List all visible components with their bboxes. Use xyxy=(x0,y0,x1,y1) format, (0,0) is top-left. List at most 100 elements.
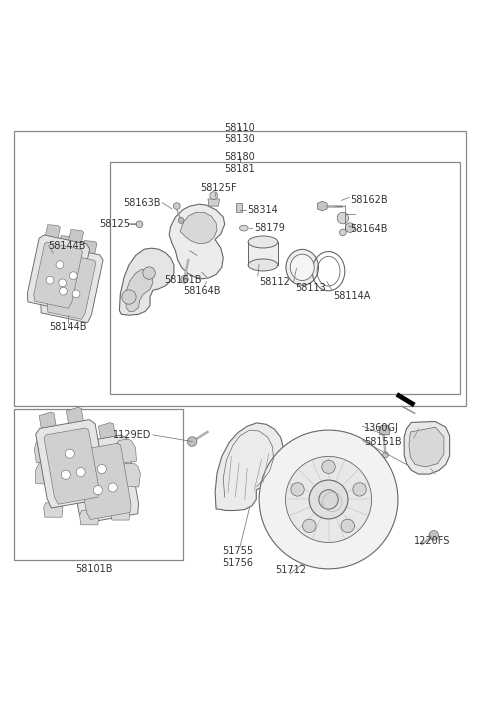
Circle shape xyxy=(322,460,335,474)
Polygon shape xyxy=(69,230,84,243)
Text: 58110
58130: 58110 58130 xyxy=(225,123,255,144)
Circle shape xyxy=(178,218,184,223)
Circle shape xyxy=(303,519,316,532)
Polygon shape xyxy=(36,461,57,485)
Text: 58144B: 58144B xyxy=(48,241,86,251)
Polygon shape xyxy=(409,427,444,467)
Bar xyxy=(14,409,182,560)
Circle shape xyxy=(143,267,156,279)
Text: 1129ED: 1129ED xyxy=(113,430,152,440)
Polygon shape xyxy=(34,242,83,308)
Polygon shape xyxy=(34,438,55,462)
Text: 58112: 58112 xyxy=(259,277,290,287)
Circle shape xyxy=(108,483,117,492)
Circle shape xyxy=(341,519,354,532)
Circle shape xyxy=(56,261,64,269)
Circle shape xyxy=(72,290,80,298)
Circle shape xyxy=(309,480,348,519)
Ellipse shape xyxy=(290,255,314,281)
Circle shape xyxy=(59,279,67,287)
Ellipse shape xyxy=(240,226,248,231)
Circle shape xyxy=(429,530,439,540)
Bar xyxy=(248,242,278,265)
Circle shape xyxy=(339,229,346,235)
Polygon shape xyxy=(404,421,450,474)
Polygon shape xyxy=(98,423,115,438)
Circle shape xyxy=(46,276,54,284)
Polygon shape xyxy=(44,503,63,518)
Circle shape xyxy=(291,483,304,496)
Text: 58180
58181: 58180 58181 xyxy=(225,153,255,174)
Text: 58179: 58179 xyxy=(254,223,285,233)
Circle shape xyxy=(187,437,197,446)
Text: 51755
51756: 51755 51756 xyxy=(222,546,253,568)
Polygon shape xyxy=(59,235,74,249)
Ellipse shape xyxy=(248,236,278,248)
Polygon shape xyxy=(208,199,219,206)
Polygon shape xyxy=(120,248,174,315)
Circle shape xyxy=(173,203,180,209)
Circle shape xyxy=(210,192,217,199)
Circle shape xyxy=(337,212,348,224)
Polygon shape xyxy=(180,212,217,243)
Polygon shape xyxy=(36,420,107,508)
Polygon shape xyxy=(68,435,139,523)
Ellipse shape xyxy=(248,259,278,271)
Bar xyxy=(110,162,460,395)
Circle shape xyxy=(61,470,71,479)
Polygon shape xyxy=(39,412,56,428)
Text: 1360GJ: 1360GJ xyxy=(364,423,399,433)
Polygon shape xyxy=(111,506,130,520)
Circle shape xyxy=(136,221,143,228)
Circle shape xyxy=(60,287,67,295)
Circle shape xyxy=(94,486,102,495)
Polygon shape xyxy=(66,407,84,423)
Circle shape xyxy=(319,490,338,509)
Polygon shape xyxy=(71,428,88,443)
Polygon shape xyxy=(80,510,99,525)
Text: 58125: 58125 xyxy=(99,219,130,229)
Circle shape xyxy=(180,276,188,283)
Polygon shape xyxy=(115,439,136,464)
Text: 1220FS: 1220FS xyxy=(414,536,451,546)
Text: 58314: 58314 xyxy=(247,205,278,215)
Circle shape xyxy=(286,457,372,542)
Text: 58151B: 58151B xyxy=(364,437,402,447)
Circle shape xyxy=(259,430,398,569)
Text: 58164B: 58164B xyxy=(350,224,387,234)
Text: 58162B: 58162B xyxy=(350,195,388,205)
Polygon shape xyxy=(236,203,242,212)
Ellipse shape xyxy=(286,250,319,286)
Polygon shape xyxy=(379,426,390,435)
Polygon shape xyxy=(47,253,96,320)
Polygon shape xyxy=(27,235,90,312)
Circle shape xyxy=(97,464,107,474)
Bar xyxy=(14,131,466,406)
Text: 51712: 51712 xyxy=(275,565,306,575)
Circle shape xyxy=(383,452,388,458)
Circle shape xyxy=(70,271,77,279)
Circle shape xyxy=(122,290,136,304)
Text: 58125F: 58125F xyxy=(200,182,237,193)
Text: 58144B: 58144B xyxy=(49,322,86,332)
Text: 58101B: 58101B xyxy=(75,564,113,574)
Polygon shape xyxy=(82,240,97,254)
Polygon shape xyxy=(215,423,283,510)
Text: 58161B: 58161B xyxy=(164,274,201,284)
Circle shape xyxy=(65,449,74,458)
Circle shape xyxy=(76,467,85,477)
Text: 58114A: 58114A xyxy=(333,291,371,301)
Text: 58113: 58113 xyxy=(295,283,326,293)
Polygon shape xyxy=(46,225,60,238)
Circle shape xyxy=(353,483,366,496)
Polygon shape xyxy=(44,428,99,504)
Polygon shape xyxy=(169,204,225,279)
Polygon shape xyxy=(76,443,131,520)
Polygon shape xyxy=(318,201,327,211)
Polygon shape xyxy=(120,463,141,487)
Circle shape xyxy=(345,223,355,233)
Polygon shape xyxy=(41,246,103,322)
Polygon shape xyxy=(126,269,153,311)
Text: 58164B: 58164B xyxy=(183,286,220,296)
Text: 58163B: 58163B xyxy=(123,198,161,208)
